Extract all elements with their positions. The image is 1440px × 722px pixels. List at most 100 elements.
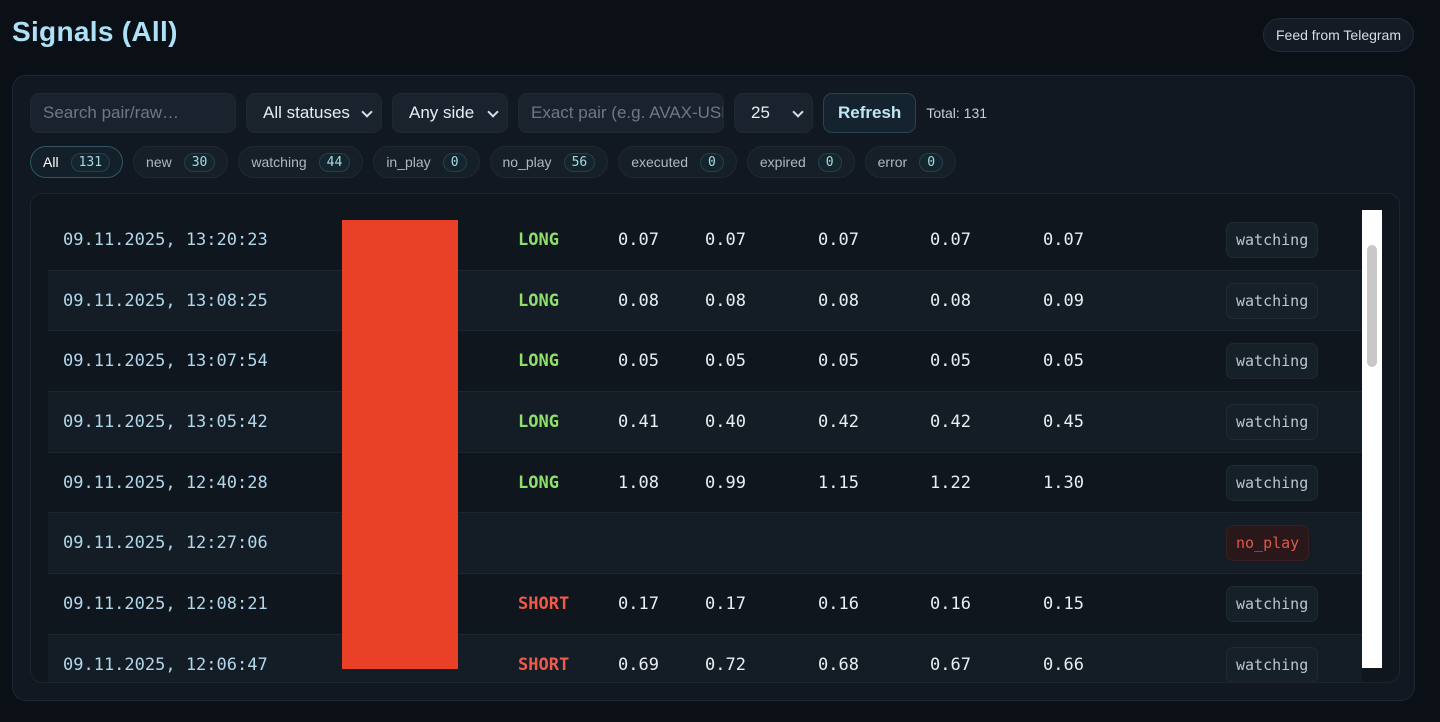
row-value: 0.05 <box>618 351 659 372</box>
page-size-select[interactable]: 25 <box>734 93 813 133</box>
refresh-button[interactable]: Refresh <box>823 93 917 133</box>
feed-from-telegram-button[interactable]: Feed from Telegram <box>1262 18 1414 52</box>
row-value: 0.72 <box>705 654 746 675</box>
table-row[interactable]: 09.11.2025, 13:05:42 LONG 0.41 0.40 0.42 0.42… <box>48 392 1362 453</box>
row-value: 0.16 <box>818 594 859 615</box>
row-side: LONG <box>518 290 559 311</box>
chip-no-play[interactable]: no_play 56 <box>489 146 609 178</box>
chip-count: 0 <box>442 152 467 172</box>
chip-all[interactable]: All 131 <box>30 146 124 178</box>
row-value: 0.45 <box>1043 412 1084 433</box>
status-badge: watching <box>1226 464 1319 501</box>
row-value: 0.15 <box>1043 594 1084 615</box>
chip-executed[interactable]: executed 0 <box>618 146 737 178</box>
redacted-pair-block <box>342 220 458 669</box>
chip-label: expired <box>759 154 806 170</box>
signals-table: 09.11.2025, 13:20:23 LONG 0.07 0.07 0.07 0.07… <box>30 193 1400 683</box>
row-side: SHORT <box>518 654 570 675</box>
row-value: 0.07 <box>818 230 859 250</box>
side-select-value: Any side <box>409 103 475 122</box>
status-badge: watching <box>1226 222 1319 258</box>
chip-error[interactable]: error 0 <box>864 146 957 178</box>
chip-new[interactable]: new 30 <box>133 146 229 178</box>
row-value: 1.30 <box>1043 472 1084 493</box>
row-value: 0.42 <box>930 412 971 433</box>
row-value: 0.42 <box>818 412 859 433</box>
chip-count: 56 <box>563 152 596 172</box>
row-value: 1.08 <box>618 472 659 493</box>
status-chips: All 131 new 30 watching 44 in_play 0 no_… <box>30 146 957 178</box>
status-badge: watching <box>1226 343 1319 380</box>
chip-count: 0 <box>700 152 724 172</box>
signals-panel: Search pair/raw… All statuses Any side E… <box>12 75 1415 701</box>
table-row[interactable]: 09.11.2025, 13:20:23 LONG 0.07 0.07 0.07 0.07… <box>48 210 1362 271</box>
row-value: 0.07 <box>930 230 971 250</box>
row-value: 0.17 <box>705 594 746 615</box>
row-value: 0.07 <box>1043 230 1084 250</box>
row-value: 0.07 <box>705 230 746 250</box>
row-value: 0.08 <box>705 290 746 311</box>
row-value: 1.22 <box>930 472 971 493</box>
table-row[interactable]: 09.11.2025, 12:40:28 LONG 1.08 0.99 1.15 1.22… <box>48 453 1362 514</box>
row-value: 0.05 <box>930 351 971 372</box>
chip-count: 30 <box>183 152 216 172</box>
scrollbar[interactable] <box>1362 210 1382 668</box>
status-badge: watching <box>1226 282 1319 319</box>
row-value: 0.67 <box>930 654 971 675</box>
row-value: 0.17 <box>618 594 659 615</box>
status-badge: no_play <box>1226 525 1310 562</box>
status-select[interactable]: All statuses <box>246 93 382 133</box>
chip-label: in_play <box>386 154 431 170</box>
row-side: LONG <box>518 472 559 493</box>
row-value: 0.68 <box>818 654 859 675</box>
table-row[interactable]: 09.11.2025, 12:08:21 SHORT 0.17 0.17 0.16 0.1… <box>48 574 1362 635</box>
chip-in-play[interactable]: in_play 0 <box>373 146 480 178</box>
chip-label: watching <box>251 154 307 170</box>
table-row[interactable]: 09.11.2025, 12:27:06 no_play <box>48 513 1362 575</box>
row-date: 09.11.2025, 12:06:47 <box>63 654 268 675</box>
row-side: LONG <box>518 351 559 372</box>
status-badge: watching <box>1226 646 1319 682</box>
chip-expired[interactable]: expired 0 <box>746 146 855 178</box>
side-select[interactable]: Any side <box>392 93 508 133</box>
chevron-down-icon <box>792 106 804 118</box>
row-value: 0.99 <box>705 472 746 493</box>
page-size-value: 25 <box>751 103 770 122</box>
chevron-down-icon <box>361 106 373 118</box>
table-row[interactable]: 09.11.2025, 13:07:54 LONG 0.05 0.05 0.05 0.05… <box>48 331 1362 393</box>
status-select-value: All statuses <box>263 103 350 122</box>
row-value: 0.05 <box>818 351 859 372</box>
search-input[interactable]: Search pair/raw… <box>30 93 236 133</box>
page-header: Signals (All) Feed from Telegram <box>0 0 1440 70</box>
row-value: 0.69 <box>618 654 659 675</box>
row-value: 0.08 <box>618 290 659 311</box>
chip-label: new <box>146 154 172 170</box>
status-badge: watching <box>1226 404 1319 441</box>
chip-count: 44 <box>318 152 351 172</box>
row-side: SHORT <box>518 594 570 615</box>
row-value: 0.07 <box>618 230 659 250</box>
pair-input[interactable]: Exact pair (e.g. AVAX-USDT) <box>518 93 724 133</box>
row-value: 0.16 <box>930 594 971 615</box>
row-value: 0.08 <box>930 290 971 311</box>
row-date: 09.11.2025, 12:40:28 <box>63 472 268 493</box>
table-row[interactable]: 09.11.2025, 12:06:47 SHORT 0.69 0.72 0.68 0.6… <box>48 634 1362 682</box>
table-row[interactable]: 09.11.2025, 13:08:25 LONG 0.08 0.08 0.08 0.08… <box>48 270 1362 332</box>
row-date: 09.11.2025, 13:08:25 <box>63 290 268 311</box>
table-body: 09.11.2025, 13:20:23 LONG 0.07 0.07 0.07 0.07… <box>48 210 1362 682</box>
status-badge: watching <box>1226 586 1319 623</box>
chip-label: All <box>43 154 59 170</box>
row-value: 1.15 <box>818 472 859 493</box>
filter-controls: Search pair/raw… All statuses Any side E… <box>30 93 987 133</box>
row-date: 09.11.2025, 13:20:23 <box>63 230 268 250</box>
chip-watching[interactable]: watching 44 <box>238 146 364 178</box>
row-date: 09.11.2025, 12:08:21 <box>63 594 268 615</box>
chip-count: 0 <box>919 152 944 172</box>
chip-count: 0 <box>817 152 842 172</box>
scrollbar-thumb[interactable] <box>1367 245 1377 367</box>
chip-label: executed <box>631 154 689 170</box>
row-date: 09.11.2025, 13:07:54 <box>63 351 268 372</box>
row-side: LONG <box>518 230 559 250</box>
row-value: 0.05 <box>705 351 746 372</box>
row-value: 0.09 <box>1043 290 1084 311</box>
